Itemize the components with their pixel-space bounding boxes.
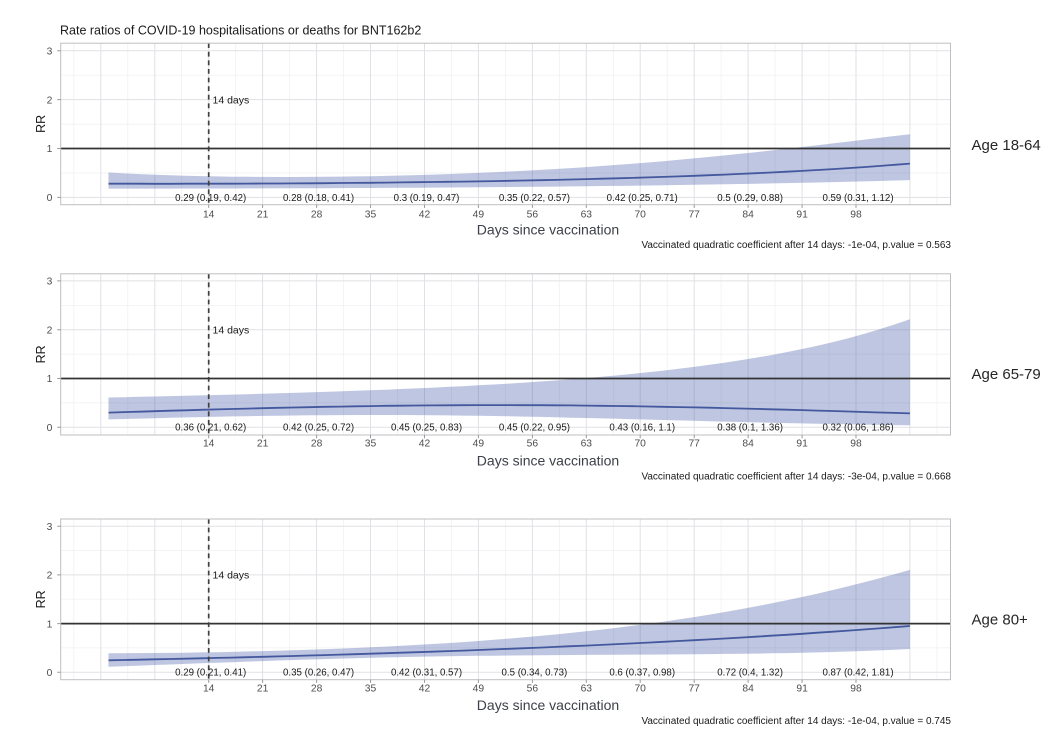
svg-text:0.87 (0.42, 1.81): 0.87 (0.42, 1.81) [822, 668, 893, 679]
svg-text:14: 14 [203, 684, 215, 695]
svg-text:0.42 (0.25, 0.72): 0.42 (0.25, 0.72) [283, 423, 354, 434]
svg-text:Days since vaccination: Days since vaccination [477, 697, 619, 713]
svg-text:0.6 (0.37, 0.98): 0.6 (0.37, 0.98) [609, 668, 675, 679]
svg-text:49: 49 [473, 210, 485, 221]
svg-text:1: 1 [47, 144, 53, 155]
svg-text:0.72 (0.4, 1.32): 0.72 (0.4, 1.32) [717, 668, 783, 679]
svg-text:42: 42 [419, 439, 431, 450]
svg-text:84: 84 [742, 439, 754, 450]
svg-text:98: 98 [850, 210, 862, 221]
svg-text:Vaccinated quadratic coefficie: Vaccinated quadratic coefficient after 1… [641, 240, 951, 251]
svg-text:63: 63 [581, 684, 593, 695]
svg-text:56: 56 [527, 684, 539, 695]
svg-text:91: 91 [796, 684, 808, 695]
svg-text:Vaccinated quadratic coefficie: Vaccinated quadratic coefficient after 1… [641, 471, 951, 482]
svg-text:28: 28 [311, 210, 323, 221]
svg-text:70: 70 [634, 439, 646, 450]
svg-text:77: 77 [688, 439, 700, 450]
svg-text:49: 49 [473, 684, 485, 695]
svg-text:Age 18-64: Age 18-64 [972, 137, 1041, 154]
svg-text:Days since vaccination: Days since vaccination [477, 222, 619, 238]
svg-text:77: 77 [688, 684, 700, 695]
svg-text:0: 0 [47, 668, 53, 679]
svg-text:Days since vaccination: Days since vaccination [477, 453, 619, 469]
svg-text:0.42 (0.31, 0.57): 0.42 (0.31, 0.57) [391, 668, 462, 679]
svg-text:14: 14 [203, 439, 215, 450]
svg-text:0.32 (0.06, 1.86): 0.32 (0.06, 1.86) [822, 423, 893, 434]
svg-text:2: 2 [47, 95, 53, 106]
svg-text:35: 35 [365, 439, 377, 450]
svg-text:0.45 (0.25, 0.83): 0.45 (0.25, 0.83) [391, 423, 462, 434]
svg-text:98: 98 [850, 684, 862, 695]
svg-text:70: 70 [634, 684, 646, 695]
svg-text:63: 63 [581, 210, 593, 221]
svg-text:Rate ratios of COVID-19 hospit: Rate ratios of COVID-19 hospitalisations… [60, 24, 421, 38]
svg-text:91: 91 [796, 210, 808, 221]
svg-text:70: 70 [634, 210, 646, 221]
svg-text:91: 91 [796, 439, 808, 450]
svg-text:0.35 (0.26, 0.47): 0.35 (0.26, 0.47) [283, 668, 354, 679]
svg-text:14 days: 14 days [213, 324, 250, 336]
svg-text:3: 3 [47, 46, 53, 57]
svg-text:98: 98 [850, 439, 862, 450]
svg-text:0.38 (0.1, 1.36): 0.38 (0.1, 1.36) [717, 423, 783, 434]
svg-text:0.43 (0.16, 1.1): 0.43 (0.16, 1.1) [609, 423, 675, 434]
svg-text:RR: RR [34, 590, 48, 608]
svg-text:42: 42 [419, 210, 431, 221]
svg-text:84: 84 [742, 210, 754, 221]
svg-text:14: 14 [203, 210, 215, 221]
svg-text:0.5 (0.29, 0.88): 0.5 (0.29, 0.88) [717, 193, 783, 204]
svg-text:0: 0 [47, 193, 53, 204]
svg-text:1: 1 [47, 619, 53, 630]
svg-text:35: 35 [365, 684, 377, 695]
svg-text:84: 84 [742, 684, 754, 695]
svg-text:Vaccinated quadratic coefficie: Vaccinated quadratic coefficient after 1… [641, 716, 951, 727]
svg-text:21: 21 [257, 210, 269, 221]
svg-text:28: 28 [311, 684, 323, 695]
svg-text:56: 56 [527, 439, 539, 450]
svg-text:42: 42 [419, 684, 431, 695]
svg-text:1: 1 [47, 374, 53, 385]
svg-text:28: 28 [311, 439, 323, 450]
svg-text:0.28 (0.18, 0.41): 0.28 (0.18, 0.41) [283, 193, 354, 204]
svg-text:3: 3 [47, 277, 53, 288]
svg-text:35: 35 [365, 210, 377, 221]
svg-text:Age 65-79: Age 65-79 [972, 366, 1041, 383]
svg-text:63: 63 [581, 439, 593, 450]
svg-text:14 days: 14 days [213, 570, 250, 582]
svg-text:0: 0 [47, 423, 53, 434]
svg-text:49: 49 [473, 439, 485, 450]
svg-text:56: 56 [527, 210, 539, 221]
svg-text:2: 2 [47, 571, 53, 582]
svg-text:0.35 (0.22, 0.57): 0.35 (0.22, 0.57) [499, 193, 570, 204]
svg-text:0.59 (0.31, 1.12): 0.59 (0.31, 1.12) [822, 193, 893, 204]
svg-text:0.3 (0.19, 0.47): 0.3 (0.19, 0.47) [394, 193, 460, 204]
svg-text:14 days: 14 days [213, 94, 250, 106]
svg-text:0.5 (0.34, 0.73): 0.5 (0.34, 0.73) [502, 668, 568, 679]
svg-text:21: 21 [257, 684, 269, 695]
svg-text:77: 77 [688, 210, 700, 221]
svg-text:0.42 (0.25, 0.71): 0.42 (0.25, 0.71) [607, 193, 678, 204]
svg-text:0.29 (0.21, 0.41): 0.29 (0.21, 0.41) [175, 668, 246, 679]
svg-text:3: 3 [47, 522, 53, 533]
svg-text:21: 21 [257, 439, 269, 450]
svg-text:0.36 (0.21, 0.62): 0.36 (0.21, 0.62) [175, 423, 246, 434]
svg-text:0.29 (0.19, 0.42): 0.29 (0.19, 0.42) [175, 193, 246, 204]
svg-text:0.45 (0.22, 0.95): 0.45 (0.22, 0.95) [499, 423, 570, 434]
svg-text:RR: RR [34, 115, 48, 133]
svg-text:RR: RR [34, 345, 48, 363]
svg-text:2: 2 [47, 325, 53, 336]
svg-text:Age 80+: Age 80+ [972, 611, 1029, 628]
